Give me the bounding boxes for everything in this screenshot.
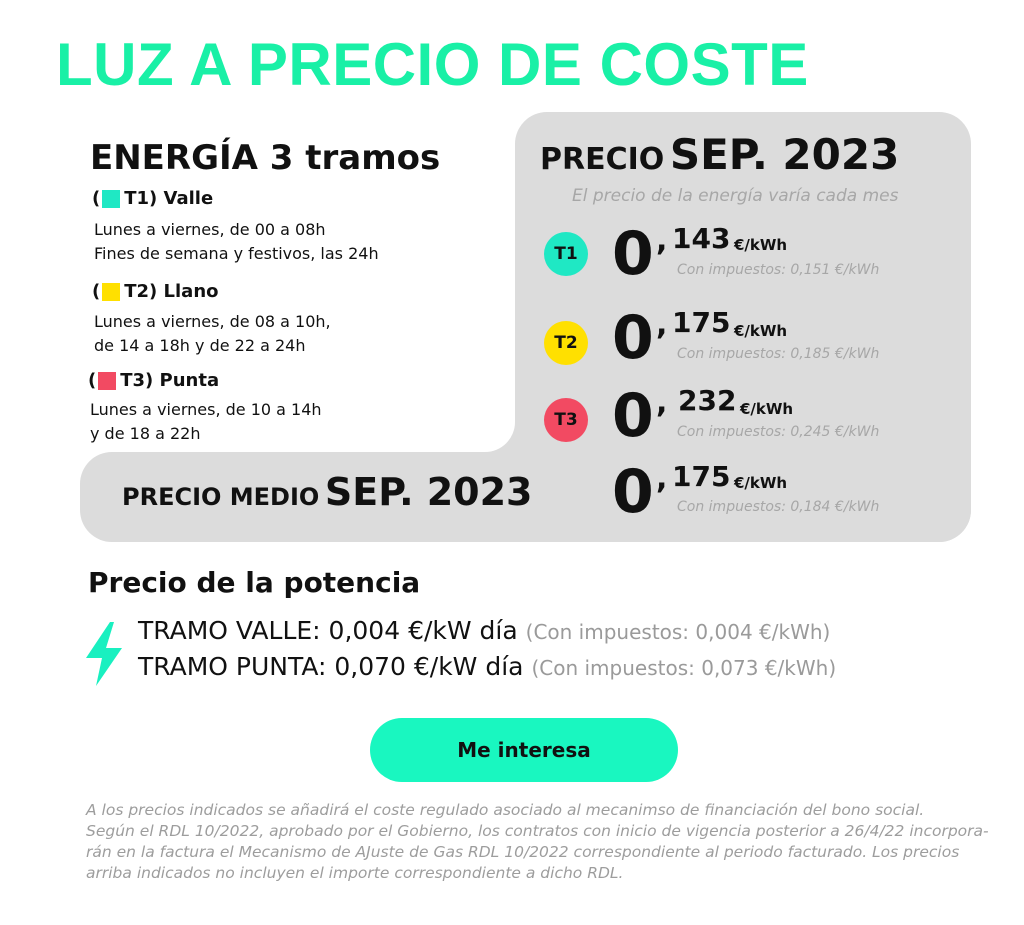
tramo-code: T2) (124, 281, 158, 302)
t1-color-swatch (102, 189, 121, 208)
footnote: A los precios indicados se añadirá el co… (86, 800, 989, 884)
tramo-name: Llano (163, 281, 219, 302)
tramo-t2-heading: ( T2) Llano (92, 281, 219, 302)
price-comma: , (656, 307, 668, 342)
price-unit: €/kWh (734, 236, 788, 254)
paren: ( (92, 188, 101, 209)
panel-notch (485, 422, 515, 452)
average-price-comma: , (656, 461, 668, 496)
description-line: Fines de semana y festivos, las 24h (94, 244, 379, 263)
energy-title: ENERGÍA 3 tramos (90, 138, 441, 178)
price-with-tax: Con impuestos: 0,151 €/kWh (677, 262, 880, 278)
page-title: LUZ A PRECIO DE COSTE (56, 31, 809, 98)
description-line: Lunes a viernes, de 08 a 10h, (94, 312, 331, 331)
average-price-integer: 0 (612, 457, 654, 527)
average-price-decimals: 175 (672, 460, 731, 493)
footnote-line: rán en la factura el Mecanismo de AJuste… (86, 843, 960, 861)
average-price-panel (80, 452, 971, 542)
power-price-title: Precio de la potencia (88, 566, 421, 599)
price-decimals: 232 (678, 384, 737, 417)
price-comma: , (656, 223, 668, 258)
footnote-line: A los precios indicados se añadirá el co… (86, 801, 925, 819)
tramo-t2-description: Lunes a viernes, de 08 a 10h, de 14 a 18… (94, 310, 331, 358)
t2-badge: T2 (544, 321, 588, 365)
average-price-unit: €/kWh (734, 474, 788, 492)
average-price-title: PRECIO MEDIO SEP. 2023 (122, 470, 533, 514)
price-unit: €/kWh (740, 400, 794, 418)
price-decimals: 175 (672, 306, 731, 339)
tramo-name: Valle (163, 188, 214, 209)
price-integer: 0 (612, 303, 654, 373)
description-line: y de 18 a 22h (90, 424, 201, 443)
price-unit: €/kWh (734, 322, 788, 340)
t3-color-swatch (98, 371, 117, 390)
tramo-code: T3) (120, 370, 154, 391)
t1-badge: T1 (544, 232, 588, 276)
price-title: PRECIO SEP. 2023 (540, 130, 900, 179)
description-line: de 14 a 18h y de 22 a 24h (94, 336, 306, 355)
me-interesa-button[interactable]: Me interesa (370, 718, 678, 782)
price-with-tax: Con impuestos: 0,245 €/kWh (677, 424, 880, 440)
tramo-t3-description: Lunes a viernes, de 10 a 14h y de 18 a 2… (90, 398, 322, 446)
price-integer: 0 (612, 381, 654, 451)
description-line: Lunes a viernes, de 10 a 14h (90, 400, 322, 419)
paren: ( (88, 370, 97, 391)
description-line: Lunes a viernes, de 00 a 08h (94, 220, 326, 239)
average-price-with-tax: Con impuestos: 0,184 €/kWh (677, 499, 880, 515)
price-decimals: 143 (672, 222, 731, 255)
t3-badge: T3 (544, 398, 588, 442)
price-with-tax: Con impuestos: 0,185 €/kWh (677, 346, 880, 362)
tramo-t1-heading: ( T1) Valle (92, 188, 213, 209)
price-comma: , (656, 385, 668, 420)
tramo-t3-heading: ( T3) Punta (88, 370, 219, 391)
footnote-line: arriba indicados no incluyen el importe … (86, 864, 624, 882)
tramo-code: T1) (124, 188, 158, 209)
footnote-line: Según el RDL 10/2022, aprobado por el Go… (86, 822, 989, 840)
lightning-bolt-icon (86, 622, 122, 686)
price-integer: 0 (612, 219, 654, 289)
tramo-name: Punta (159, 370, 220, 391)
t2-color-swatch (102, 282, 121, 301)
paren: ( (92, 281, 101, 302)
power-line-valle: TRAMO VALLE: 0,004 €/kW día (Con impuest… (138, 616, 831, 645)
price-subtitle: El precio de la energía varía cada mes (572, 186, 899, 206)
power-line-punta: TRAMO PUNTA: 0,070 €/kW día (Con impuest… (138, 652, 837, 681)
tramo-t1-description: Lunes a viernes, de 00 a 08h Fines de se… (94, 218, 379, 266)
